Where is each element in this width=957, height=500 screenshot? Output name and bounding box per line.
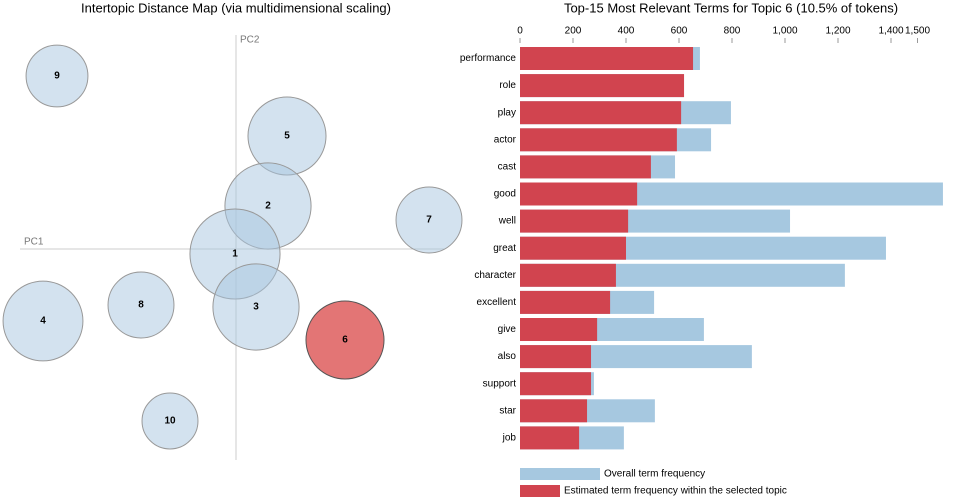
y-axis-label: PC2 (240, 35, 260, 46)
term-label: excellent (477, 297, 517, 308)
topic-bubble (212, 263, 300, 351)
x-tick-label: 1,200 (825, 26, 850, 37)
term-label: give (498, 324, 517, 335)
bar (520, 372, 592, 396)
legend-swatch (520, 485, 560, 497)
bar (520, 263, 616, 287)
topic-label: 8 (138, 300, 144, 311)
term-label: support (483, 378, 517, 389)
topic-bubble (141, 392, 199, 450)
legend-label: Estimated term frequency within the sele… (564, 486, 787, 497)
x-tick-label: 400 (618, 26, 635, 37)
term-label: job (502, 433, 517, 444)
topic-label: 9 (54, 71, 60, 82)
bar (520, 209, 629, 233)
term-label: character (474, 270, 516, 281)
bar (520, 155, 651, 179)
term-label: performance (460, 53, 517, 64)
bar (520, 236, 626, 260)
term-label: actor (494, 134, 517, 145)
term-label: great (493, 243, 516, 254)
bar (520, 290, 611, 314)
term-label: play (498, 107, 516, 118)
topic-label: 7 (426, 215, 432, 226)
x-tick-label: 800 (724, 26, 741, 37)
x-tick-label: 0 (517, 26, 523, 37)
x-tick-label: 1,500 (905, 26, 930, 37)
x-tick-label: 1,400 (878, 26, 903, 37)
term-label: cast (498, 162, 517, 173)
x-tick-label: 1,000 (772, 26, 797, 37)
x-axis-label: PC1 (24, 237, 44, 248)
bar-title: Top-15 Most Relevant Terms for Topic 6 (… (564, 0, 898, 15)
topic-label: 4 (40, 316, 46, 327)
topic-label: 10 (164, 416, 176, 427)
x-tick-label: 600 (671, 26, 688, 37)
topic-bubble (395, 186, 463, 254)
topic-label: 5 (284, 131, 290, 142)
topic-bubble (107, 271, 175, 339)
topic-bubble (305, 300, 385, 380)
bar (520, 128, 677, 152)
topic-bubble (2, 280, 84, 362)
bar (520, 74, 685, 98)
term-label: role (499, 80, 516, 91)
bar (520, 399, 588, 423)
x-tick-label: 200 (565, 26, 582, 37)
term-label: star (499, 405, 516, 416)
topic-label: 6 (342, 335, 348, 346)
term-label: also (498, 351, 517, 362)
bar (520, 318, 598, 341)
bar (520, 182, 638, 206)
bar (520, 47, 694, 70)
legend-label: Overall term frequency (604, 469, 705, 480)
map-title: Intertopic Distance Map (via multidimens… (81, 0, 391, 15)
term-label: good (494, 189, 516, 200)
topic-label: 3 (253, 302, 259, 313)
topic-label: 2 (265, 201, 271, 212)
bar (520, 101, 682, 125)
term-label: well (498, 216, 516, 227)
bar (520, 426, 580, 450)
topic-bubble (25, 44, 89, 108)
legend-swatch (520, 468, 600, 480)
topic-label: 1 (232, 249, 238, 260)
bar (520, 345, 592, 369)
